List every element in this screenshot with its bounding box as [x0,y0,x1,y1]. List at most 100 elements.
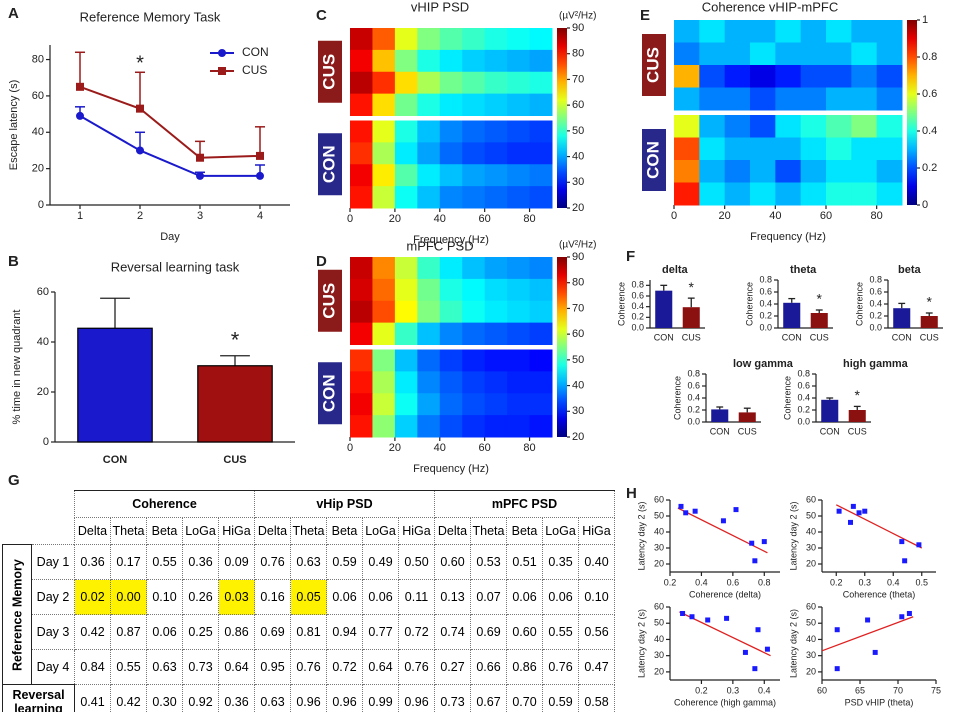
y-tick-label: 0.4 [869,298,882,308]
table-cell: 0.95 [254,649,291,685]
heat-cell [372,71,396,95]
series-line [79,85,261,159]
table-cell: 0.69 [470,614,507,650]
table-cell: 0.35 [542,544,579,580]
colorbar-tick-label: 70 [572,73,584,85]
heat-cell [439,142,463,165]
table-cell: 0.99 [362,684,399,712]
colorbar-tick-label: 50 [572,354,584,366]
point [749,540,755,546]
heat-cell [876,65,903,88]
colorbar-tick-label: 1 [922,14,928,26]
heat-cell [529,164,553,187]
heat-cell [394,349,418,372]
heat-cell [529,415,553,438]
x-axis-label: Frequency (Hz) [750,231,826,243]
heat-cell [507,393,531,416]
y-tick-label: 30 [806,650,816,660]
x-tick-label: CON [103,454,128,466]
point [836,508,842,514]
heat-cell [462,393,486,416]
y-tick-label: 60 [806,601,816,611]
heat-cell [417,93,441,116]
heat-cell [724,115,751,138]
group-header: mPFC PSD [434,490,615,518]
heat-cell [699,20,726,43]
heat-cell [439,49,463,73]
marker [196,153,204,162]
heat-cell [699,65,726,88]
correlation-table: Coherence vHip PSD mPFC PSD Delta Theta Beta L… [2,490,615,712]
colorbar-tick-label: 0.6 [922,88,937,100]
x-axis-label: PSD vHIP (theta) [845,697,914,707]
y-tick-label: 20 [806,558,816,568]
heat-cell [372,164,396,187]
y-tick-label: 0.6 [759,286,772,296]
x-tick-label: CUS [848,426,867,436]
table-cell: 0.49 [362,544,399,580]
point [848,519,853,525]
x-tick-label: CON [654,332,674,342]
heat-cell [851,20,878,43]
heat-cell [529,371,553,394]
panel-letter: F [626,248,635,265]
y-tick-label: 60 [654,601,664,611]
heat-cell [350,371,373,394]
series-line [79,115,260,177]
y-tick-label: 40 [806,634,816,644]
table-cell: 0.03 [218,579,255,615]
x-tick-label: 20 [719,210,731,222]
heat-cell [462,49,486,73]
heat-cell [876,87,903,111]
y-tick-label: 50 [654,618,664,628]
column-header: LoGa [542,517,579,545]
x-tick-label: 0.3 [858,577,871,587]
heat-cell [394,120,418,143]
table-cell: 0.06 [146,614,183,650]
heat-cell [826,137,852,161]
heat-cell [417,371,441,394]
heat-cell [462,71,486,95]
heat-cell [484,186,508,209]
y-tick-label: 0 [43,436,49,448]
heat-cell [350,120,373,143]
y-tick-label: 80 [32,53,44,65]
point [834,627,840,633]
colorbar-tick-label: 70 [572,302,584,314]
colorbar-tick-label: 0.2 [922,162,937,174]
marker [256,151,264,160]
heat-cell [775,42,802,66]
heat-cell [372,349,396,372]
table-cell: 0.59 [326,544,363,580]
table-cell: 0.30 [146,684,183,712]
chart-title: high gamma [843,358,909,370]
heat-cell [826,115,852,138]
point [764,646,770,652]
annotation: * [817,291,823,307]
heat-cell [529,93,553,116]
heat-cell [674,65,700,88]
y-tick-label: 40 [32,126,44,138]
y-tick-label: 0.8 [759,274,772,284]
x-tick-label: 0.4 [887,577,900,587]
y-tick-label: 20 [806,666,816,676]
colorbar-tick-label: 90 [572,251,584,263]
table-cell: 0.41 [74,684,111,712]
y-axis-label: Coherence [854,282,864,326]
heat-cell [484,415,508,438]
x-tick-label: 1 [77,210,83,222]
heat-cell [372,393,396,416]
group-header: vHip PSD [254,490,435,518]
heat-cell [507,371,531,394]
heat-cell [507,300,531,324]
point [902,558,908,564]
point [755,627,761,633]
heat-cell [699,115,726,138]
table-cell: 0.53 [470,544,507,580]
heat-cell [417,164,441,187]
column-header: Delta [254,517,291,545]
heat-cell [529,257,553,280]
annotation: * [927,294,933,310]
table-cell: 0.69 [254,614,291,650]
column-header: Beta [506,517,543,545]
